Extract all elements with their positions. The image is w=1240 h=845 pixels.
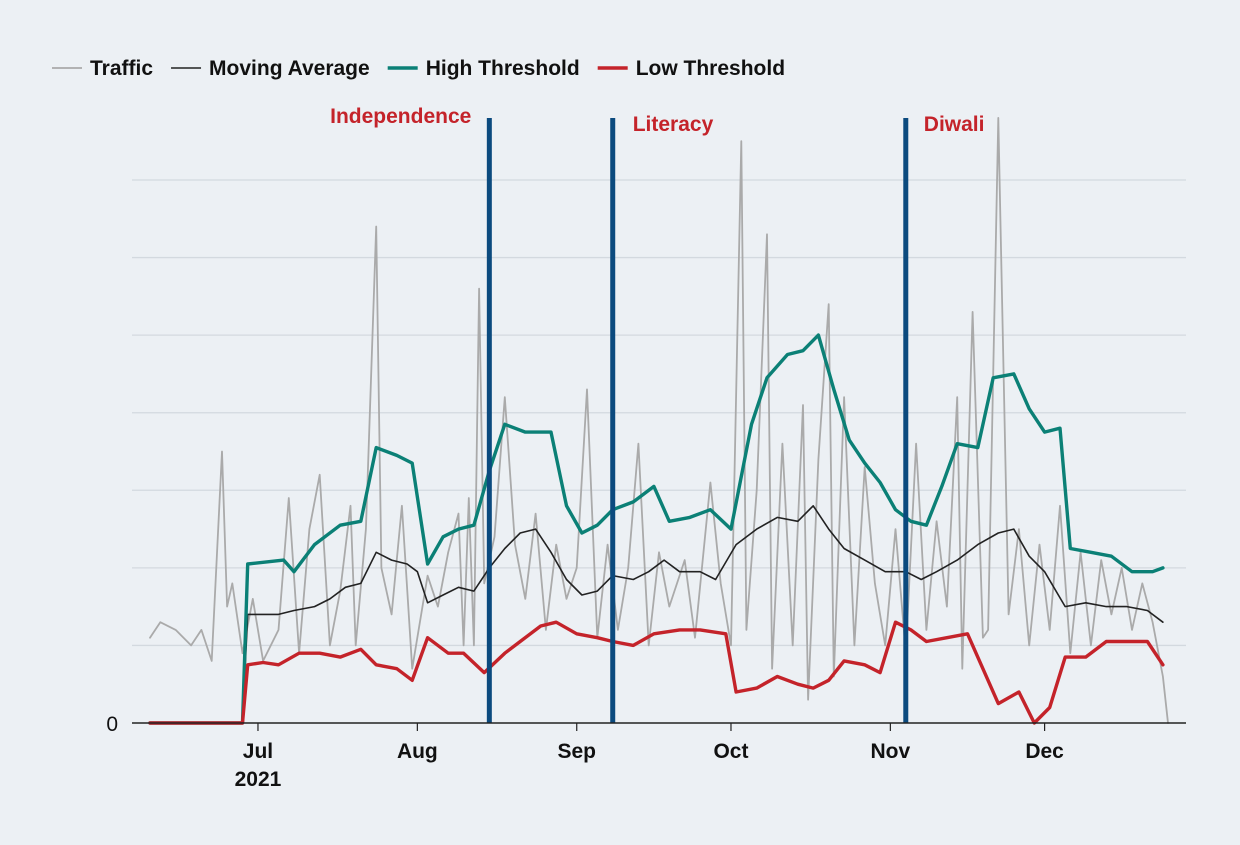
- x-tick-label-sep: Sep: [557, 740, 596, 763]
- line-chart: Independence Literacy Diwali 0 Jul 2021 Aug Se…: [0, 0, 1240, 840]
- series-line-low-threshold: [150, 622, 1163, 723]
- x-tick-label-aug: Aug: [397, 740, 438, 763]
- axis-layer: 0 Jul 2021 Aug Sep Oct Nov Dec: [106, 713, 1186, 791]
- grid-layer: [132, 180, 1186, 645]
- x-tick-sublabel-year: 2021: [235, 768, 282, 791]
- legend: Traffic Moving Average High Threshold Low T…: [52, 57, 785, 80]
- y-tick-label: 0: [106, 713, 118, 736]
- chart-root: Independence Literacy Diwali 0 Jul 2021 Aug Se…: [0, 0, 1240, 840]
- x-tick-label-oct: Oct: [713, 740, 748, 763]
- series-layer: [150, 118, 1168, 723]
- event-label-independence: Independence: [330, 105, 471, 128]
- event-label-literacy: Literacy: [633, 113, 714, 136]
- x-tick-label-jul: Jul: [243, 740, 273, 763]
- legend-label-traffic: Traffic: [90, 57, 153, 80]
- legend-label-high-threshold: High Threshold: [426, 57, 580, 80]
- legend-label-moving-average: Moving Average: [209, 57, 370, 80]
- x-tick-label-nov: Nov: [871, 740, 911, 763]
- x-tick-label-dec: Dec: [1025, 740, 1064, 763]
- event-label-diwali: Diwali: [924, 113, 985, 136]
- legend-label-low-threshold: Low Threshold: [636, 57, 785, 80]
